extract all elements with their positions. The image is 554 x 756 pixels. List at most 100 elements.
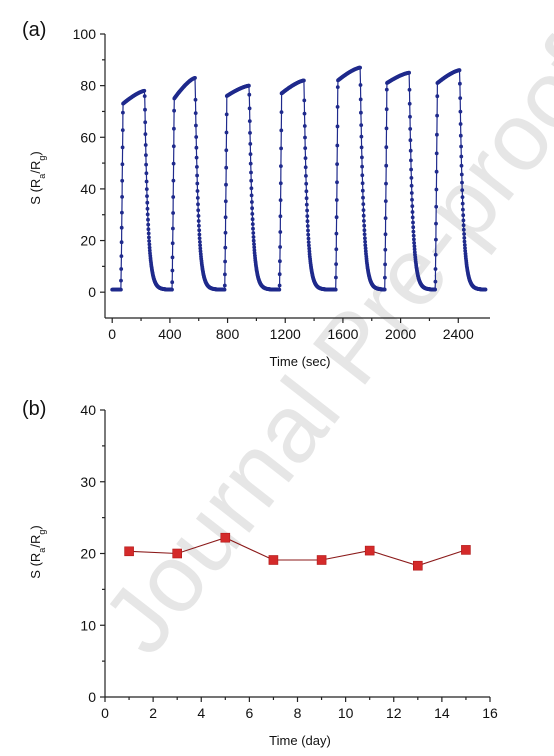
panel-a-x-tick-label: 2000 xyxy=(385,326,416,342)
panel-a-data-point xyxy=(363,239,367,244)
panel-a-data-point xyxy=(197,232,202,237)
panel-a-data-point xyxy=(334,275,338,280)
panel-a-data-point xyxy=(459,154,464,159)
panel-a-data-point xyxy=(360,188,365,193)
panel-a-data-point xyxy=(433,279,438,284)
panel-a-data-point xyxy=(277,287,282,292)
panel-a-data-point xyxy=(198,243,203,248)
panel-a-data-point xyxy=(412,241,416,245)
panel-a-data-point xyxy=(360,173,365,178)
panel-a-data-point xyxy=(252,245,257,250)
panel-a-data-point xyxy=(249,178,254,183)
panel-a-data-point xyxy=(307,246,312,251)
panel-a-data-point xyxy=(383,216,388,221)
panel-b-data-point xyxy=(220,532,231,543)
panel-a-label: (a) xyxy=(22,19,46,41)
panel-a-data-point xyxy=(146,222,151,227)
panel-a-data-point xyxy=(412,244,417,249)
panel-b-x-tick-label: 14 xyxy=(434,705,450,721)
panel-a-data-point xyxy=(360,155,364,160)
panel-a-data-point xyxy=(145,200,150,205)
panel-a-data-point xyxy=(410,204,415,209)
panel-a-data-point xyxy=(408,126,413,131)
panel-a-data-point xyxy=(303,165,308,170)
panel-a-data-point xyxy=(144,187,149,192)
panel-b-y-tick-label: 10 xyxy=(80,617,96,633)
panel-a-data-point xyxy=(279,146,283,151)
panel-a-data-point xyxy=(409,176,414,180)
panel-a-data-point xyxy=(197,228,202,233)
watermark: Journal Pre-proof xyxy=(82,22,554,673)
panel-a-data-point xyxy=(251,226,255,231)
panel-a-data-point xyxy=(410,197,414,202)
panel-a-data-point xyxy=(145,206,150,211)
panel-a-data-point xyxy=(433,267,438,271)
panel-a-data-point xyxy=(382,287,387,292)
panel-b-data-point xyxy=(124,546,134,557)
panel-a-data-point xyxy=(278,245,282,249)
panel-a-data-point xyxy=(362,232,367,237)
panel-a-data-point xyxy=(119,278,123,283)
panel-a-y-tick-label: 40 xyxy=(80,181,96,197)
panel-a-data-point xyxy=(121,110,125,115)
panel-a-data-point xyxy=(170,241,175,246)
panel-a-data-point xyxy=(223,259,228,264)
panel-a-data-point xyxy=(363,249,368,254)
panel-a-data-point xyxy=(278,198,283,203)
panel-b-x-tick-label: 10 xyxy=(338,705,354,721)
panel-a-x-tick-label: 2400 xyxy=(443,326,474,342)
panel-a-data-point xyxy=(251,235,256,239)
panel-a-data-point xyxy=(363,236,367,241)
panel-a-data-point xyxy=(408,138,413,143)
panel-a-data-point xyxy=(251,231,256,235)
panel-a-data-point xyxy=(223,199,228,204)
panel-a-data-point xyxy=(224,182,228,187)
panel-a-data-point xyxy=(463,246,467,250)
panel-a-data-point xyxy=(248,131,252,135)
panel-a-data-point xyxy=(434,221,438,226)
panel-a-data-point xyxy=(411,229,416,234)
panel-a-data-point xyxy=(409,158,413,163)
panel-a-data-point xyxy=(195,196,200,200)
panel-a-data-point xyxy=(279,164,283,169)
panel-a-data-point xyxy=(302,78,306,83)
panel-b-data-point xyxy=(316,555,327,565)
panel-a-x-tick-label: 1600 xyxy=(327,326,358,342)
panel-a-data-point xyxy=(142,94,147,98)
panel-a-data-point xyxy=(307,243,311,248)
panel-a-y-tick-label: 20 xyxy=(80,233,96,249)
panel-a-data-point xyxy=(223,245,228,250)
panel-a-data-point xyxy=(279,110,284,114)
panel-a-data-point xyxy=(306,236,311,241)
panel-a-data-point xyxy=(194,135,199,139)
panel-b-series xyxy=(124,532,471,571)
panel-a-data-point xyxy=(278,181,283,186)
panel-a-data-point xyxy=(145,194,149,199)
panel-a-data-point xyxy=(144,179,149,184)
panel-a-y-tick-label: 80 xyxy=(80,78,96,94)
panel-b-data-point xyxy=(364,545,375,556)
panel-a-data-point xyxy=(334,198,339,202)
panel-a-data-point xyxy=(304,189,309,194)
panel-a-data-point xyxy=(249,170,253,175)
panel-a-data-point xyxy=(119,267,124,271)
panel-a-data-point xyxy=(171,195,176,199)
panel-a-data-point xyxy=(434,204,439,209)
panel-a-data-point xyxy=(335,180,339,185)
panel-a-data-point xyxy=(434,169,439,174)
panel-a-data-point xyxy=(143,120,148,125)
panel-a-data-point xyxy=(143,132,148,137)
panel-a-data-point xyxy=(461,223,466,228)
panel-a-data-point xyxy=(410,215,415,220)
panel-a-y-axis-title: S (Ra/Rg) xyxy=(28,151,47,204)
panel-a-data-point xyxy=(384,181,388,186)
panel-a-data-point xyxy=(147,245,152,250)
panel-a-data-point xyxy=(305,224,310,228)
panel-a-data-point xyxy=(458,122,463,126)
panel-a-data-point xyxy=(358,65,362,70)
panel-a-data-point xyxy=(250,200,254,204)
panel-a-data-point xyxy=(362,228,367,233)
panel-a-data-point xyxy=(247,106,252,111)
panel-a-data-point xyxy=(383,262,387,267)
